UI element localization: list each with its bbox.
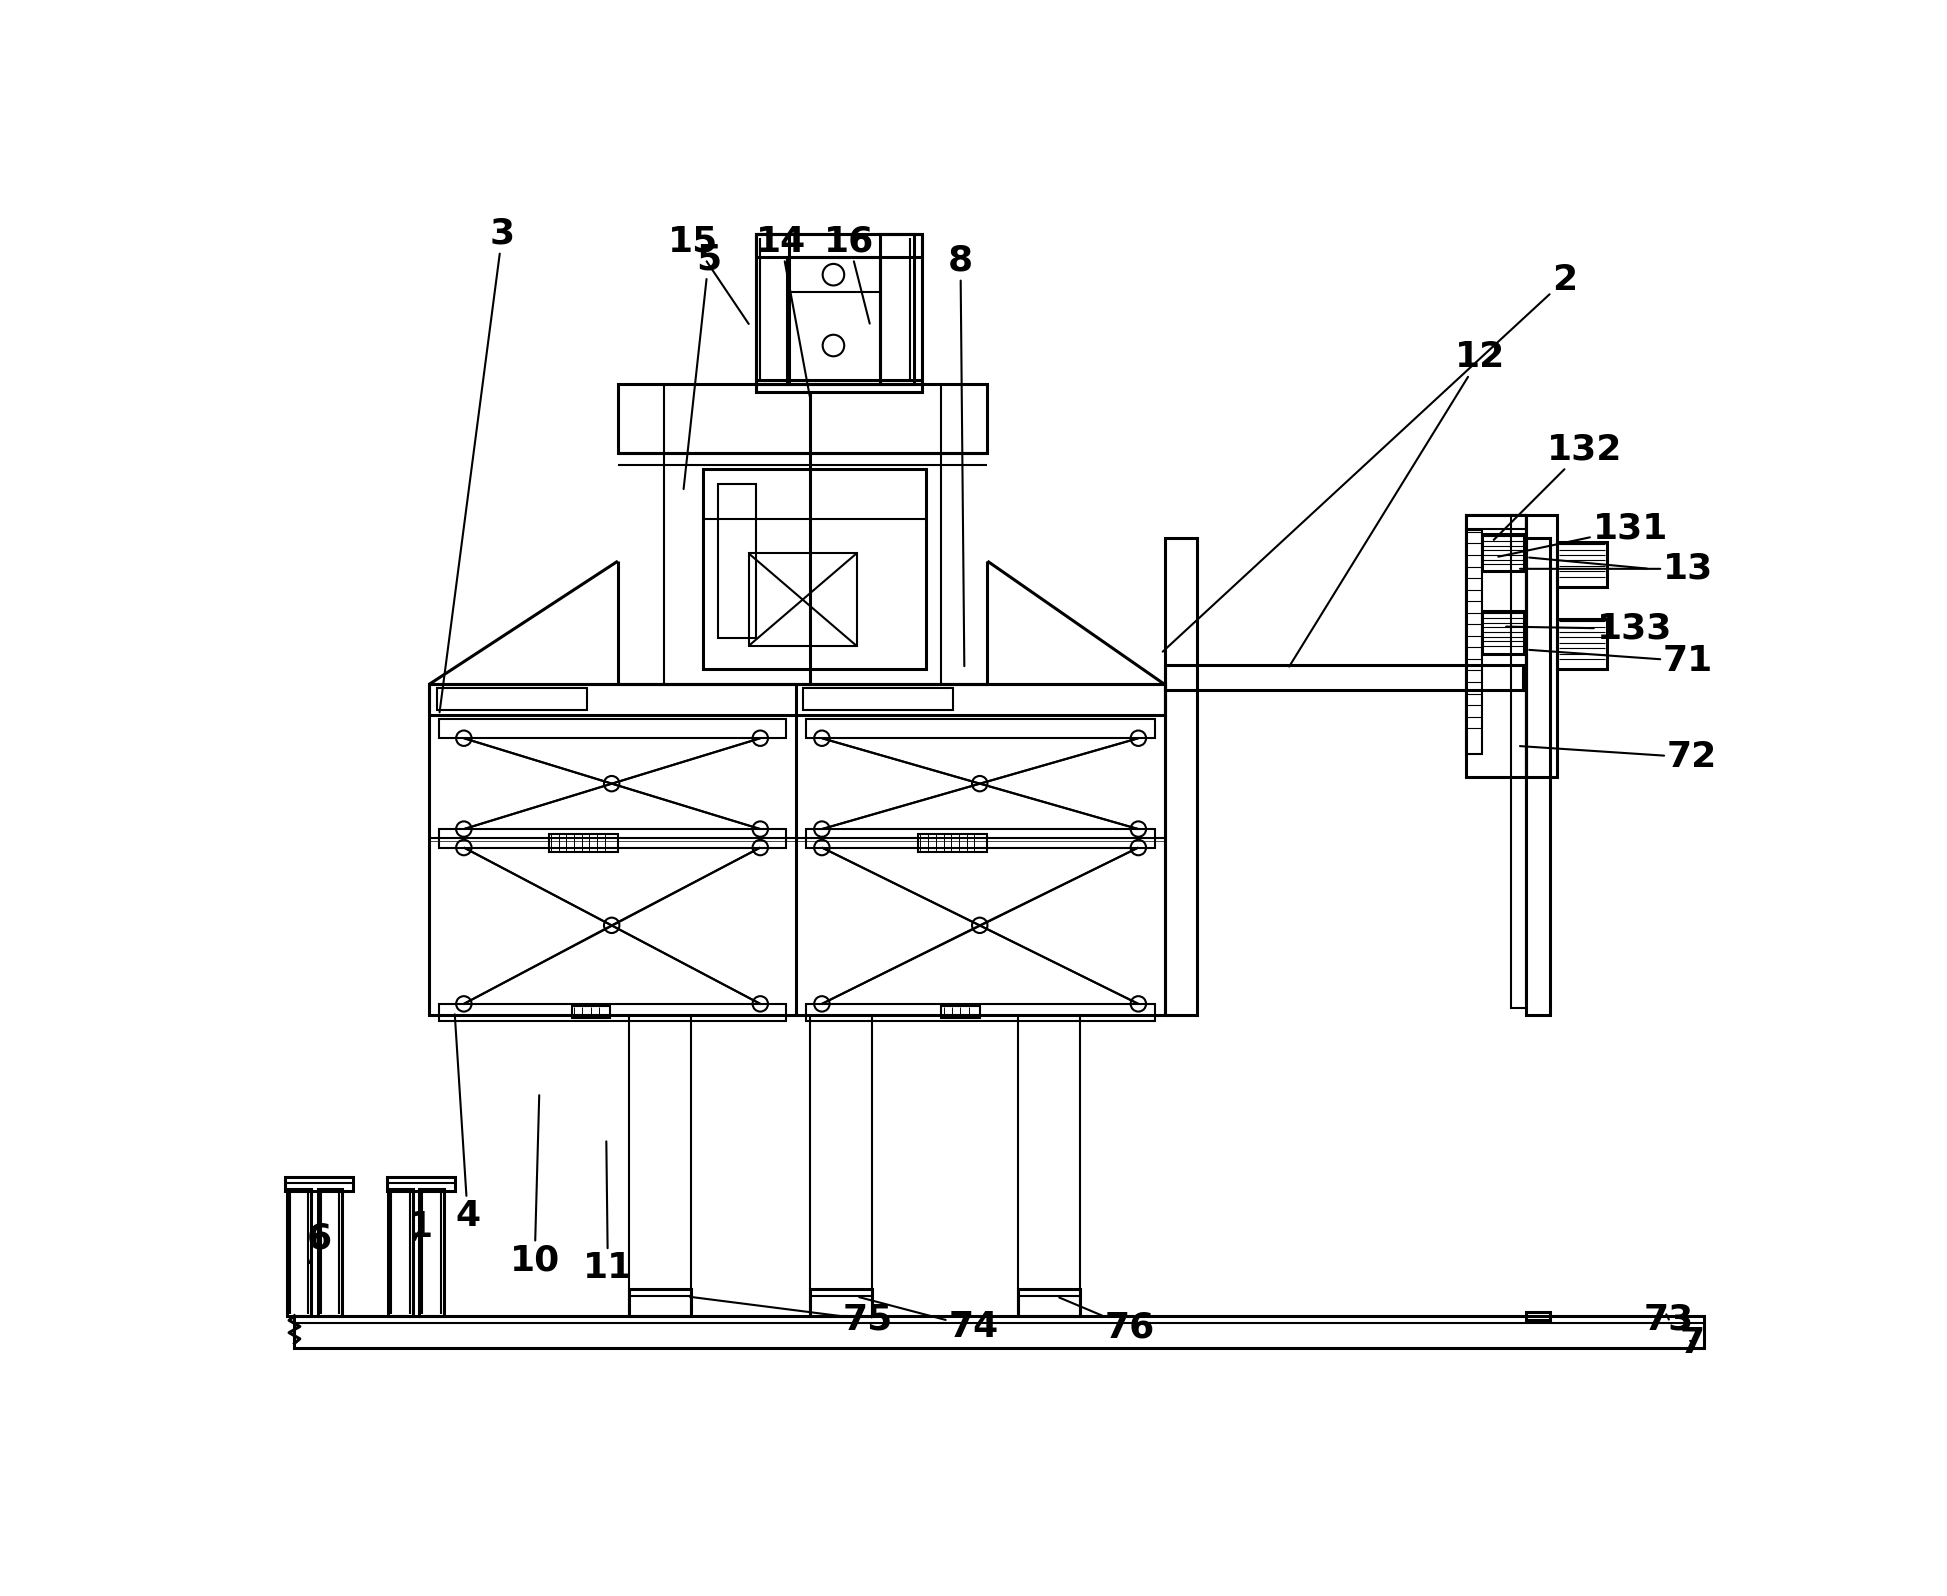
Bar: [810, 1290, 872, 1315]
Bar: [428, 836, 1164, 841]
Bar: [317, 1189, 343, 1315]
Bar: [940, 1005, 979, 1018]
Bar: [428, 685, 1164, 1015]
Bar: [629, 1290, 691, 1315]
Text: 76: 76: [1059, 1298, 1155, 1344]
Bar: [549, 833, 617, 852]
Bar: [428, 685, 1164, 715]
Bar: [1482, 535, 1525, 571]
Bar: [757, 235, 923, 385]
Text: 133: 133: [1507, 611, 1672, 646]
Bar: [1018, 1290, 1081, 1315]
Text: 131: 131: [1499, 512, 1669, 557]
Bar: [1526, 516, 1558, 777]
Text: 74: 74: [859, 1298, 999, 1344]
Bar: [617, 385, 987, 453]
Bar: [750, 554, 857, 646]
Text: 71: 71: [1528, 645, 1713, 678]
Bar: [806, 828, 1155, 847]
Bar: [806, 718, 1155, 739]
Text: 5: 5: [683, 243, 720, 488]
Bar: [1558, 543, 1608, 587]
Bar: [1526, 1312, 1550, 1320]
Bar: [1511, 516, 1526, 1007]
Bar: [1466, 516, 1526, 528]
Text: 3: 3: [440, 217, 514, 712]
Bar: [757, 380, 923, 391]
Bar: [436, 688, 588, 710]
Text: 14: 14: [755, 225, 810, 397]
Text: 10: 10: [510, 1095, 561, 1277]
Bar: [806, 1004, 1155, 1021]
Text: 8: 8: [948, 244, 974, 666]
Bar: [387, 1178, 454, 1191]
Bar: [757, 235, 923, 257]
Bar: [294, 1315, 1704, 1349]
Bar: [440, 718, 787, 739]
Text: 15: 15: [668, 225, 750, 324]
Bar: [440, 1004, 787, 1021]
Text: 6: 6: [306, 1221, 331, 1262]
Bar: [703, 469, 927, 669]
Bar: [1164, 538, 1197, 1015]
Bar: [1558, 619, 1608, 669]
Bar: [787, 257, 880, 385]
Text: 1: 1: [409, 1210, 434, 1245]
Text: 4: 4: [456, 1015, 481, 1232]
Bar: [880, 235, 915, 385]
Text: 12: 12: [1289, 340, 1505, 667]
Text: 2: 2: [1162, 263, 1577, 651]
Bar: [757, 235, 789, 385]
Bar: [1482, 611, 1525, 653]
Bar: [572, 1005, 609, 1018]
Bar: [286, 1189, 312, 1315]
Text: 13: 13: [1521, 552, 1713, 586]
Bar: [802, 688, 952, 710]
Text: 72: 72: [1521, 741, 1717, 774]
Text: 11: 11: [582, 1141, 633, 1285]
Bar: [440, 828, 787, 847]
Bar: [419, 1189, 444, 1315]
Text: 16: 16: [824, 225, 874, 324]
Text: 7: 7: [1680, 1326, 1704, 1360]
Bar: [1466, 516, 1526, 777]
Text: 132: 132: [1493, 433, 1622, 539]
Bar: [284, 1178, 352, 1191]
Text: 75: 75: [689, 1298, 894, 1336]
Bar: [1526, 538, 1550, 1015]
Bar: [919, 833, 987, 852]
Bar: [718, 484, 757, 638]
Text: 73: 73: [1643, 1302, 1694, 1336]
Bar: [1466, 530, 1482, 753]
Bar: [1164, 666, 1523, 689]
Bar: [387, 1189, 413, 1315]
